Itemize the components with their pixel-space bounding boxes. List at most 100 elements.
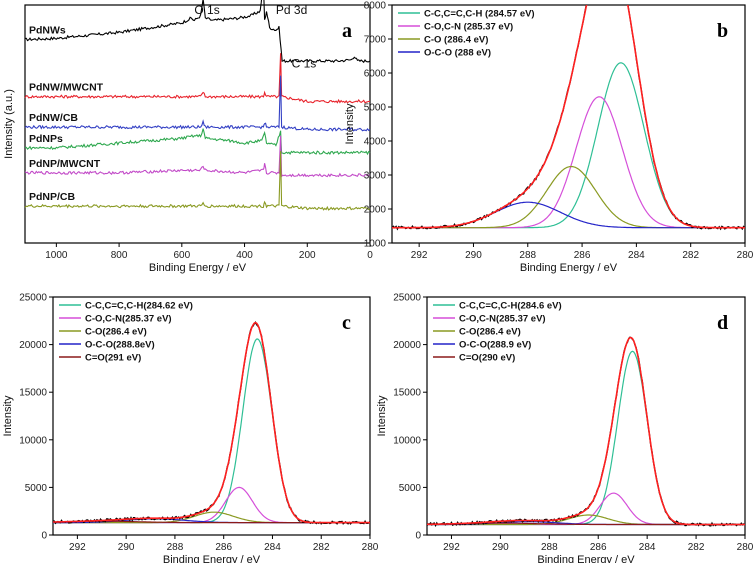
x-tick-label: 292	[443, 542, 460, 553]
x-tick-label: 600	[173, 250, 190, 261]
series-line-pdnp-mwcnt	[24, 135, 370, 178]
series-label: PdNW/CB	[29, 112, 78, 124]
peak-label: O 1s	[194, 3, 219, 17]
y-tick-label: 25000	[19, 293, 47, 304]
x-tick-label: 280	[362, 542, 379, 553]
y-tick-label: 3000	[364, 171, 387, 182]
legend-label: C-O (286.4 eV)	[424, 35, 488, 46]
legend-label: C-O(286.4 eV)	[459, 327, 521, 338]
x-tick-label: 200	[299, 250, 316, 261]
series-line-pdnps	[24, 128, 371, 156]
fit-envelope-line	[53, 321, 370, 524]
legend-label: O-C-O(288.8eV)	[85, 340, 155, 351]
x-tick-label: 288	[519, 250, 536, 261]
x-tick-label: 286	[590, 542, 607, 553]
y-axis-label: Intensity	[2, 395, 14, 436]
y-tick-label: 15000	[393, 388, 421, 399]
series-line-pdnw-cb	[24, 75, 371, 132]
x-tick-label: 284	[264, 542, 281, 553]
peak-label: Pd 3d	[276, 3, 307, 17]
series-label: PdNPs	[29, 133, 63, 145]
x-tick-label: 400	[236, 250, 253, 261]
legend-label: C-O(286.4 eV)	[85, 327, 147, 338]
legend-label: O-C-O(288.9 eV)	[459, 340, 531, 351]
series-line-pdnp-cb	[24, 151, 371, 211]
y-tick-label: 15000	[19, 388, 47, 399]
x-tick-label: 282	[682, 250, 699, 261]
legend-label: C=O(290 eV)	[459, 353, 515, 364]
x-tick-label: 280	[737, 250, 754, 261]
component-peak-0	[53, 338, 370, 524]
panel-label: d	[717, 312, 728, 334]
panel-label: a	[342, 20, 352, 42]
component-peak-1	[392, 96, 745, 229]
plot-frame	[24, 4, 371, 244]
x-tick-label: 292	[411, 250, 428, 261]
y-tick-label: 8000	[364, 1, 387, 12]
y-tick-label: 20000	[393, 340, 421, 351]
panel-label: b	[717, 20, 728, 42]
chart-panel-b: 292 290 288 286 284 282 280 Binding Energy / eV…	[344, 1, 754, 275]
series-label: PdNW/MWCNT	[29, 82, 104, 94]
chart-panel-a: 1000 800 600 400 200 0 Binding Energy / eV a Int…	[3, 0, 373, 274]
x-tick-label: 800	[111, 250, 128, 261]
x-axis-label: Binding Energy / eV	[537, 554, 635, 563]
x-tick-label: 0	[367, 250, 373, 261]
legend-label: C-O,C-N(285.37 eV)	[459, 314, 546, 325]
x-tick-label: 284	[628, 250, 645, 261]
y-tick-label: 5000	[364, 103, 387, 114]
chart-panel-c: 292 290 288 286 284 282 280 Binding Energy / eV…	[2, 293, 379, 563]
y-tick-label: 0	[41, 531, 47, 542]
panel-label: c	[342, 312, 351, 334]
y-tick-label: 2000	[364, 205, 387, 216]
x-tick-label: 286	[215, 542, 232, 553]
x-tick-label: 288	[167, 542, 184, 553]
series-line-pdnws	[24, 0, 371, 64]
legend-label: C-C,C=C,C-H(284.6 eV)	[459, 301, 562, 312]
legend-label: C=O(291 eV)	[85, 353, 141, 364]
component-peak-0	[427, 350, 745, 526]
y-tick-label: 25000	[393, 293, 421, 304]
y-tick-label: 5000	[399, 483, 422, 494]
series-label: PdNP/MWCNT	[29, 158, 101, 170]
x-tick-label: 282	[313, 542, 330, 553]
y-tick-label: 7000	[364, 35, 387, 46]
chart-panel-d: 292 290 288 286 284 282 280 Binding Energy / eV…	[376, 293, 754, 563]
y-tick-label: 0	[415, 531, 421, 542]
y-tick-label: 20000	[19, 340, 47, 351]
x-tick-label: 292	[69, 542, 86, 553]
y-tick-label: 10000	[393, 435, 421, 446]
plot-area	[392, 5, 745, 231]
legend-label: C-C,C=C,C-H(284.62 eV)	[85, 301, 193, 312]
y-tick-label: 5000	[25, 483, 48, 494]
x-tick-label: 282	[688, 542, 705, 553]
legend-label: C-C,C=C,C-H (284.57 eV)	[424, 9, 535, 20]
y-axis-label: Intensity	[376, 395, 388, 436]
plot-frame	[391, 4, 746, 244]
x-axis-label: Binding Energy / eV	[520, 262, 618, 274]
plot-frame	[426, 296, 746, 536]
x-tick-label: 286	[574, 250, 591, 261]
y-tick-label: 1000	[364, 239, 387, 250]
x-tick-label: 288	[541, 542, 558, 553]
x-tick-label: 1000	[45, 250, 68, 261]
x-axis-label: Binding Energy / eV	[163, 554, 261, 563]
plot-area	[53, 321, 370, 525]
x-tick-label: 290	[492, 542, 509, 553]
x-tick-label: 284	[639, 542, 656, 553]
series-label: PdNP/CB	[29, 191, 76, 203]
x-axis-label: Binding Energy / eV	[149, 262, 247, 274]
x-tick-label: 290	[465, 250, 482, 261]
y-tick-label: 10000	[19, 435, 47, 446]
legend-label: C-O,C-N (285.37 eV)	[424, 22, 513, 33]
y-tick-label: 4000	[364, 137, 387, 148]
fit-envelope-line	[427, 336, 745, 526]
x-tick-label: 290	[118, 542, 135, 553]
series-line-pdnw-mwcnt	[24, 53, 370, 104]
peak-label: C 1s	[292, 56, 317, 70]
fit-envelope-line	[392, 5, 745, 229]
y-axis-label: Intensity	[344, 103, 356, 144]
raw-data-line	[427, 336, 745, 528]
component-peak-2	[392, 165, 745, 229]
